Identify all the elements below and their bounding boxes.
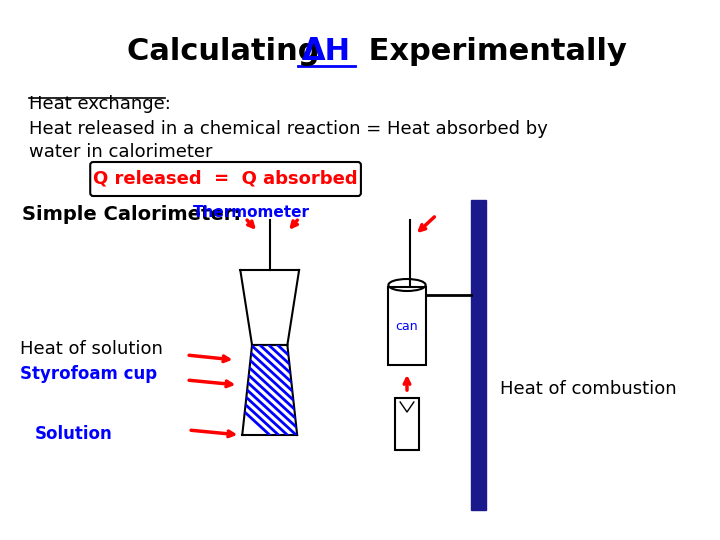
FancyBboxPatch shape — [90, 162, 361, 196]
Text: Styrofoam cup: Styrofoam cup — [19, 365, 157, 383]
Text: Solution: Solution — [35, 425, 112, 443]
Text: Heat released in a chemical reaction = Heat absorbed by: Heat released in a chemical reaction = H… — [30, 120, 549, 138]
Text: water in calorimeter: water in calorimeter — [30, 143, 213, 161]
Text: Heat exchange:: Heat exchange: — [30, 95, 171, 113]
Text: Experimentally: Experimentally — [358, 37, 627, 66]
Text: Thermometer: Thermometer — [193, 205, 310, 220]
Text: Calculating: Calculating — [127, 37, 330, 66]
Text: can: can — [396, 320, 418, 333]
Bar — [395, 398, 419, 450]
Text: Simple Calorimeter:: Simple Calorimeter: — [22, 205, 240, 224]
Text: Heat of solution: Heat of solution — [19, 340, 163, 358]
Bar — [388, 287, 426, 365]
Text: ΔH: ΔH — [302, 37, 351, 66]
Text: Heat of combustion: Heat of combustion — [500, 380, 677, 398]
Bar — [471, 200, 487, 510]
Text: Q released  =  Q absorbed: Q released = Q absorbed — [94, 170, 358, 188]
